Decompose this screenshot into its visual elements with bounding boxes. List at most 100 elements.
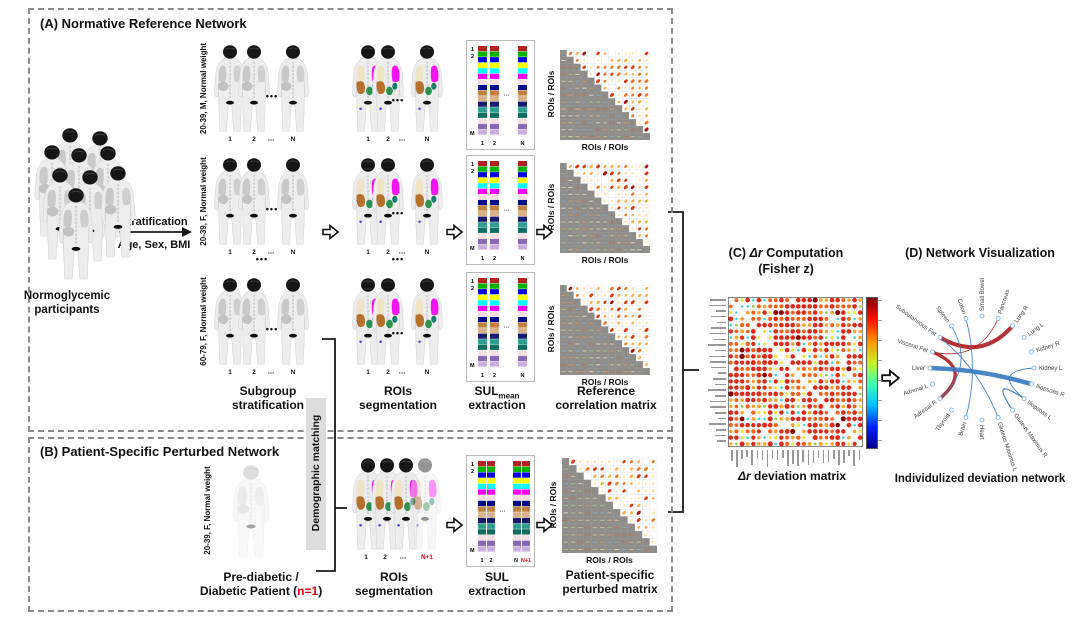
- crowd-body: [54, 188, 98, 283]
- matrix-col-tick-label: [746, 450, 748, 457]
- svg-text:Pancreas: Pancreas: [998, 289, 1012, 315]
- caption-rois-line1: ROIs: [383, 384, 413, 398]
- segmented-rows-ellipsis: •••: [391, 254, 405, 264]
- svg-text:M: M: [470, 246, 475, 252]
- panel-b-box: [28, 437, 673, 612]
- patient-caption-line2: Diabetic Patient (n=1): [200, 584, 322, 598]
- subgroup-body-ellipsis: •••: [265, 91, 279, 101]
- matrix-y-axis-label: ROIs / ROIs: [546, 305, 556, 353]
- panel-c-title-line1: (C) Δr Computation: [729, 246, 844, 260]
- subgroup-row-label: 20-39, M, Normal weight: [198, 43, 208, 135]
- matrix-x-axis-label: ROIs / ROIs: [581, 377, 629, 387]
- matrix-col-tick-label: [766, 450, 769, 467]
- panel-c-caption: Δr deviation matrix: [738, 469, 846, 483]
- matrix-col-tick-label: [848, 450, 850, 456]
- segmented-body: [368, 45, 408, 135]
- colorbar-tick: [878, 360, 882, 362]
- colorbar-tick: [878, 320, 882, 322]
- panel-c-title-pre: (C): [728, 246, 750, 260]
- svg-text:M: M: [470, 548, 475, 554]
- svg-text:Kidney L: Kidney L: [1039, 366, 1063, 372]
- svg-text:Liver: Liver: [912, 366, 925, 372]
- index-label: 1: [228, 249, 232, 256]
- index-label: ⋯: [399, 555, 407, 562]
- subgroup-row-label: 20-39, F, Normal weight: [198, 157, 208, 247]
- patient-caption-n1: n=1: [297, 584, 319, 598]
- b-segmented-body: [386, 458, 426, 553]
- matrix-col-tick-label: [858, 450, 861, 460]
- crowd-caption-line2: participants: [34, 304, 100, 316]
- matrix-col-tick-label: [751, 450, 753, 465]
- matrix-row-tick-label: [718, 372, 726, 374]
- index-label: ⋯: [398, 137, 406, 144]
- matrix-col-tick-label: [756, 450, 759, 459]
- caption-b-sul-line2: extraction: [468, 584, 526, 598]
- sul-extraction-box: 1 2 M ··· 1 2 N: [466, 155, 535, 265]
- subgroup-body: [273, 278, 313, 368]
- segmented-body: [368, 278, 408, 368]
- panel-c-caption-rest: deviation matrix: [750, 469, 847, 483]
- matrix-col-tick-label: [833, 450, 835, 459]
- matrix-col-tick-label: [822, 450, 825, 463]
- svg-text:1: 1: [471, 162, 474, 168]
- matrix-row-tick-label: [715, 349, 726, 352]
- svg-text:···: ···: [504, 208, 510, 214]
- segmented-body-ellipsis: •••: [391, 208, 405, 218]
- deviation-network-plot: Small Bowel Pancreas Lung R Lung L Kidney R K…: [888, 266, 1080, 473]
- b-patient-segmented-body: [405, 458, 445, 553]
- svg-text:N: N: [521, 373, 525, 379]
- flow-arrow-icon: [446, 517, 463, 533]
- matrix-row-tick-label: [708, 344, 726, 346]
- svg-text:1: 1: [471, 279, 474, 285]
- svg-text:···: ···: [504, 93, 510, 99]
- colorbar-tick: [878, 300, 882, 302]
- subgroup-body: [210, 45, 250, 135]
- segmented-body: [407, 158, 447, 248]
- sul-extraction-box: 1 2 M ··· 1 2 N: [466, 40, 535, 150]
- matrix-row-tick-label: [709, 355, 726, 358]
- svg-text:1: 1: [481, 373, 484, 379]
- svg-text:1: 1: [471, 47, 474, 53]
- svg-text:2: 2: [471, 469, 474, 475]
- index-label: 1: [228, 136, 232, 143]
- index-label: N: [290, 136, 296, 143]
- index-label: 2: [386, 249, 390, 256]
- sul-extraction-box: 1 2 M ··· 1 2 N N+1: [466, 455, 535, 567]
- index-label: 2: [252, 249, 256, 256]
- matrix-row-tick-label: [708, 389, 726, 391]
- panel-a-box: [28, 8, 673, 432]
- caption-rois-line2: segmentation: [358, 398, 438, 412]
- svg-text:2: 2: [493, 373, 496, 379]
- patient-caption-line2-pre: Diabetic Patient (: [199, 584, 298, 598]
- flow-arrow-icon: [446, 224, 463, 240]
- colorbar-tick: [878, 440, 882, 442]
- matrix-col-tick-label: [812, 450, 815, 463]
- matrix-x-axis-label: ROIs / ROIs: [581, 142, 629, 152]
- segmented-body-ellipsis: •••: [391, 328, 405, 338]
- panel-b-title: (B) Patient-Specific Perturbed Network: [40, 444, 280, 459]
- index-label: 1: [366, 369, 370, 376]
- matrix-row-tick-label: [717, 321, 726, 324]
- subgroup-body: [210, 158, 250, 248]
- colorbar-tick: [878, 400, 882, 402]
- matrix-row-tick-label: [711, 366, 726, 369]
- crowd-body: [96, 166, 140, 261]
- subgroup-body-ellipsis: •••: [265, 204, 279, 214]
- caption-refmatrix-line1: Reference: [576, 384, 636, 398]
- index-label: ⋯: [267, 137, 275, 144]
- index-label: 2: [252, 369, 256, 376]
- svg-text:Heart: Heart: [978, 425, 984, 440]
- svg-text:N: N: [521, 256, 525, 262]
- segmented-body: [368, 158, 408, 248]
- matrix-col-tick-label: [817, 450, 820, 458]
- matrix-row-tick-label: [709, 304, 726, 307]
- subgroup-body: [210, 278, 250, 368]
- patient-body: [228, 465, 274, 561]
- segmented-body: [407, 278, 447, 368]
- panel-d-caption: Individulized deviation network: [894, 473, 1066, 485]
- matrix-row-tick-label: [710, 299, 726, 301]
- svg-text:Iliopsoas R: Iliopsoas R: [1035, 384, 1066, 399]
- svg-text:Adrenal L: Adrenal L: [903, 383, 930, 397]
- svg-text:Lung L: Lung L: [1027, 322, 1046, 338]
